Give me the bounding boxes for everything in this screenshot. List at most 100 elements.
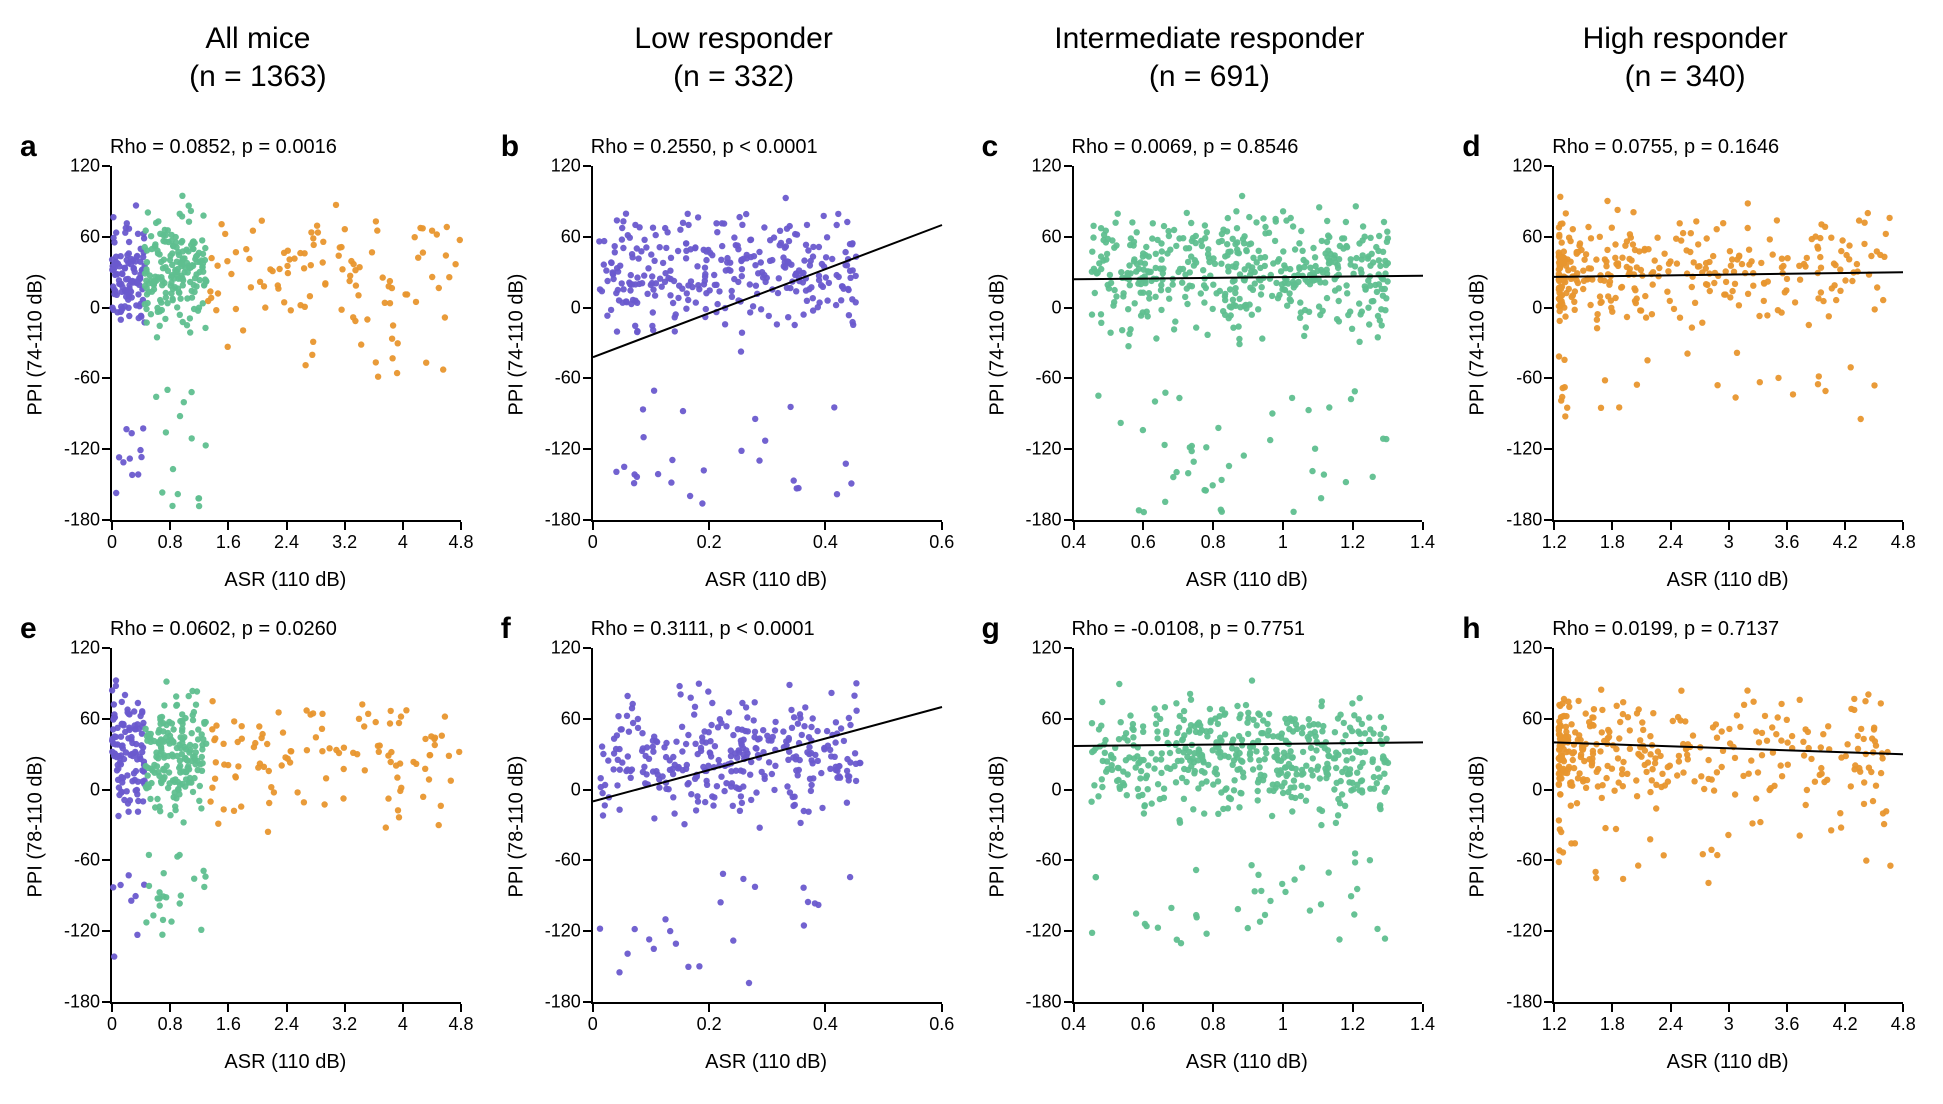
xtick-label: 0 (588, 532, 598, 553)
xtick-label: 3.6 (1774, 532, 1799, 553)
ytick (583, 377, 591, 379)
ytick-label: 60 (561, 226, 581, 247)
ytick-label: 120 (551, 638, 581, 659)
scatter-f (593, 648, 942, 1002)
col-title-2-l1: Intermediate responder (1054, 22, 1364, 55)
col-title-1-l2: (n = 332) (673, 60, 794, 93)
xtick (402, 1004, 404, 1012)
xtick (111, 522, 113, 530)
ytick (102, 718, 110, 720)
scatter-a (112, 166, 461, 520)
col-title-0-l1: All mice (205, 22, 310, 55)
ytick (102, 165, 110, 167)
xtick-label: 0.2 (697, 1014, 722, 1035)
ytick-label: -60 (74, 850, 100, 871)
xtick (824, 522, 826, 530)
ytick-label: 120 (1512, 638, 1542, 659)
ytick (583, 448, 591, 450)
panel-stats-b: Rho = 0.2550, p < 0.0001 (591, 136, 818, 159)
xtick-label: 1.6 (216, 1014, 241, 1035)
ytick (102, 236, 110, 238)
ytick-label: 0 (1532, 297, 1542, 318)
scatter-h (1554, 648, 1903, 1002)
xtick-label: 0.6 (929, 1014, 954, 1035)
ytick (1064, 647, 1072, 649)
ylabel-b: PPI (74-110 dB) (505, 166, 529, 522)
ytick-label: 60 (1041, 226, 1061, 247)
ytick (102, 789, 110, 791)
panel-letter-d: d (1462, 130, 1480, 164)
ytick (583, 236, 591, 238)
ytick-label: 0 (1532, 779, 1542, 800)
panel-letter-h: h (1462, 612, 1480, 646)
panel-stats-h: Rho = 0.0199, p = 0.7137 (1552, 618, 1779, 641)
ytick (1064, 1001, 1072, 1003)
xtick-label: 0.8 (158, 1014, 183, 1035)
ytick (1064, 165, 1072, 167)
ytick (1544, 236, 1552, 238)
xtick-label: 3.2 (332, 532, 357, 553)
ytick (1064, 236, 1072, 238)
ytick (1544, 448, 1552, 450)
panel-a: aRho = 0.0852, p = 0.0016PPI (74-110 dB)… (20, 130, 481, 602)
plot-area-f: -180-120-6006012000.20.40.6 (591, 648, 942, 1004)
xtick (1611, 1004, 1613, 1012)
plot-area-d: -180-120-600601201.21.82.433.64.24.8 (1552, 166, 1903, 522)
xtick-label: 0 (107, 1014, 117, 1035)
ytick-label: 120 (1031, 638, 1061, 659)
col-title-0-l2: (n = 1363) (189, 60, 327, 93)
ytick-label: -60 (555, 850, 581, 871)
ytick (583, 165, 591, 167)
xtick-label: 1.6 (216, 532, 241, 553)
xtick (227, 1004, 229, 1012)
panel-f: fRho = 0.3111, p < 0.0001PPI (78-110 dB)… (501, 612, 962, 1084)
ytick (1064, 307, 1072, 309)
xlabel-e: ASR (110 dB) (110, 1051, 461, 1074)
xtick-label: 1.2 (1340, 532, 1365, 553)
xtick (344, 1004, 346, 1012)
xtick (1073, 522, 1075, 530)
xtick-label: 0.8 (158, 532, 183, 553)
xtick-label: 3 (1724, 532, 1734, 553)
xtick-label: 3.2 (332, 1014, 357, 1035)
xtick (1282, 1004, 1284, 1012)
xtick (1902, 1004, 1904, 1012)
ytick (1544, 789, 1552, 791)
ytick (1064, 930, 1072, 932)
ytick-label: -180 (1506, 510, 1542, 531)
ytick-label: -60 (1516, 368, 1542, 389)
xlabel-c: ASR (110 dB) (1072, 569, 1423, 592)
xtick (592, 522, 594, 530)
xtick-label: 0.4 (1061, 532, 1086, 553)
ytick (102, 307, 110, 309)
xtick-label: 4.8 (448, 1014, 473, 1035)
panel-h: hRho = 0.0199, p = 0.7137PPI (78-110 dB)… (1462, 612, 1923, 1084)
xtick (1422, 522, 1424, 530)
panel-stats-f: Rho = 0.3111, p < 0.0001 (591, 618, 815, 641)
ytick (102, 859, 110, 861)
xtick (1728, 1004, 1730, 1012)
plot-area-e: -180-120-6006012000.81.62.43.244.8 (110, 648, 461, 1004)
ytick (1544, 165, 1552, 167)
ytick (583, 307, 591, 309)
ytick-label: 60 (1041, 708, 1061, 729)
xlabel-b: ASR (110 dB) (591, 569, 942, 592)
ytick (583, 1001, 591, 1003)
xtick-label: 1.4 (1410, 532, 1435, 553)
col-header-3: High responder (n = 340) (1447, 20, 1923, 130)
xtick-label: 0.4 (813, 1014, 838, 1035)
ytick-label: -60 (1035, 368, 1061, 389)
ytick (1064, 519, 1072, 521)
ytick (1544, 519, 1552, 521)
xtick-label: 0.2 (697, 532, 722, 553)
ytick (1064, 377, 1072, 379)
xtick (1352, 522, 1354, 530)
column-headers: All mice (n = 1363) Low responder (n = 3… (20, 20, 1923, 130)
ytick-label: 120 (70, 156, 100, 177)
xtick (1142, 522, 1144, 530)
panel-stats-d: Rho = 0.0755, p = 0.1646 (1552, 136, 1779, 159)
ytick-label: -180 (1025, 992, 1061, 1013)
ytick-label: -120 (64, 439, 100, 460)
col-title-3-l2: (n = 340) (1625, 60, 1746, 93)
xtick (1902, 522, 1904, 530)
